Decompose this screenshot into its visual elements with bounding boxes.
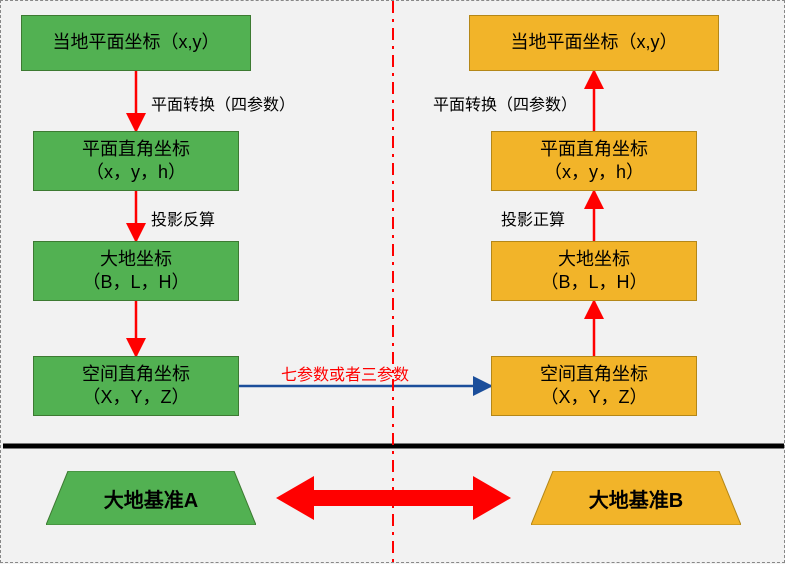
edge-label-b2-b1: 平面转换（四参数） — [433, 91, 577, 115]
node-label-line1: 平面直角坐标 — [540, 138, 648, 161]
node-b3: 大地坐标（B，L，H） — [491, 241, 697, 301]
node-label-line2: （X，Y，Z） — [540, 386, 647, 409]
node-label-line1: 大地坐标 — [558, 248, 630, 271]
node-a4: 空间直角坐标（X，Y，Z） — [33, 356, 239, 416]
node-a3: 大地坐标（B，L，H） — [33, 241, 239, 301]
edge-label-a2-a3: 投影反算 — [151, 206, 215, 230]
datum-label: 大地基准A — [46, 471, 256, 525]
datum-dA: 大地基准A — [46, 471, 256, 525]
datum-dB: 大地基准B — [531, 471, 741, 525]
node-a2: 平面直角坐标（x，y，h） — [33, 131, 239, 191]
edge-label-a4-b4: 七参数或者三参数 — [281, 361, 409, 385]
node-b4: 空间直角坐标（X，Y，Z） — [491, 356, 697, 416]
node-label-line1: 当地平面坐标（x,y） — [52, 31, 219, 54]
edge-label-b3-b2: 投影正算 — [501, 206, 565, 230]
edge-label-a1-a2: 平面转换（四参数） — [151, 91, 295, 115]
node-label-line2: （X，Y，Z） — [82, 386, 189, 409]
node-b1: 当地平面坐标（x,y） — [469, 15, 719, 71]
node-label-line1: 大地坐标 — [100, 248, 172, 271]
node-label-line2: （B，L，H） — [540, 271, 647, 294]
node-label-line1: 空间直角坐标 — [82, 363, 190, 386]
node-label-line2: （B，L，H） — [82, 271, 189, 294]
node-label-line1: 平面直角坐标 — [82, 138, 190, 161]
datum-double-arrow — [276, 476, 511, 520]
node-b2: 平面直角坐标（x，y，h） — [491, 131, 697, 191]
node-label-line2: （x，y，h） — [86, 161, 186, 184]
datum-label: 大地基准B — [531, 471, 741, 525]
node-a1: 当地平面坐标（x,y） — [21, 15, 251, 71]
node-label-line2: （x，y，h） — [544, 161, 644, 184]
node-label-line1: 空间直角坐标 — [540, 363, 648, 386]
node-label-line1: 当地平面坐标（x,y） — [510, 31, 677, 54]
